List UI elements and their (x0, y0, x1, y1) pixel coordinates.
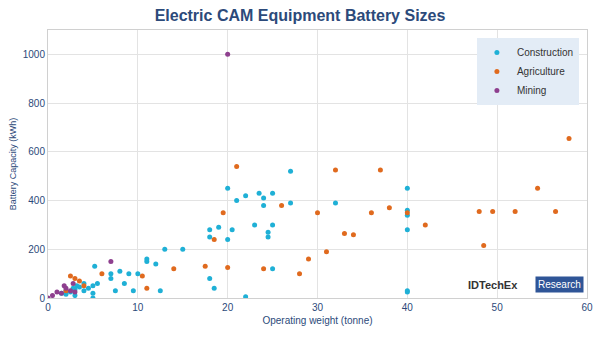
svg-text:40: 40 (402, 302, 414, 313)
svg-text:10: 10 (132, 302, 144, 313)
svg-text:1000: 1000 (23, 49, 46, 60)
svg-text:60: 60 (581, 302, 593, 313)
svg-text:Agriculture: Agriculture (517, 66, 565, 77)
svg-text:200: 200 (28, 244, 45, 255)
svg-text:50: 50 (492, 302, 504, 313)
svg-text:400: 400 (28, 195, 45, 206)
svg-text:IDTechEx: IDTechEx (468, 279, 518, 291)
svg-text:20: 20 (222, 302, 234, 313)
svg-text:Construction: Construction (517, 47, 573, 58)
svg-text:Mining: Mining (517, 85, 546, 96)
svg-text:Operating weight (tonne): Operating weight (tonne) (262, 315, 372, 326)
svg-text:800: 800 (28, 98, 45, 109)
svg-text:600: 600 (28, 146, 45, 157)
svg-text:Battery Capacity (kWh): Battery Capacity (kWh) (8, 118, 18, 211)
svg-text:0: 0 (45, 302, 51, 313)
svg-text:Research: Research (538, 279, 581, 290)
svg-text:0: 0 (39, 293, 45, 304)
svg-text:30: 30 (312, 302, 324, 313)
svg-text:Electric CAM Equipment Battery: Electric CAM Equipment Battery Sizes (155, 7, 446, 24)
